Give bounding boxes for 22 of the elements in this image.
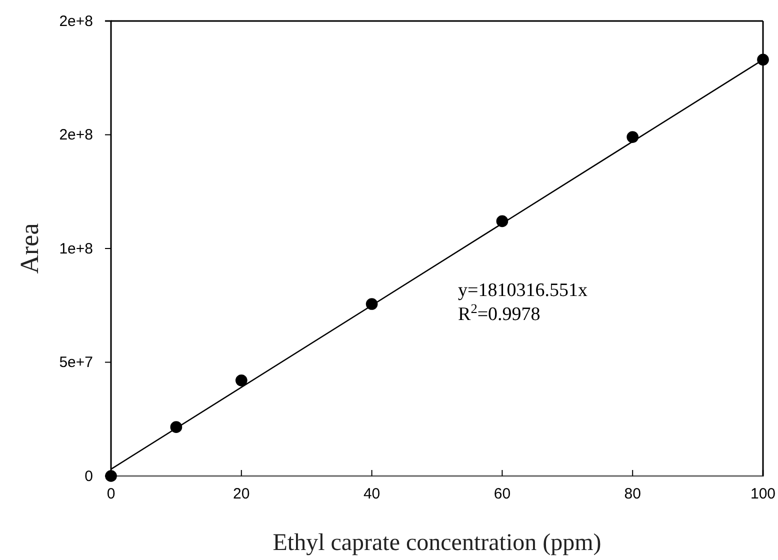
y-tick-label: 1e+8: [59, 240, 93, 258]
point: [170, 421, 182, 433]
point: [235, 374, 248, 386]
y-tick-label: 2e+8: [59, 12, 93, 30]
y-tick-label: 2e+8: [59, 126, 93, 144]
point: [757, 54, 769, 66]
point: [105, 470, 117, 482]
annotation: R$^{2}$=0.9978: [458, 300, 540, 325]
point: [496, 215, 508, 228]
x-tick-label: 40: [363, 486, 380, 503]
x-tick-label: 60: [494, 486, 511, 503]
annotation: y=1810316.551x: [458, 280, 588, 301]
y-tick-label: 0: [84, 468, 93, 485]
x-tick-label: 0: [106, 486, 116, 503]
x-tick-label: 80: [624, 486, 641, 503]
y-axis-title: Area: [15, 222, 44, 274]
point: [366, 298, 378, 310]
point: [626, 131, 639, 143]
x-tick-label: 20: [233, 486, 250, 503]
y-tick-label: 5e+7: [59, 354, 93, 372]
x-tick-label: 100: [750, 486, 776, 503]
x-axis-title: Ethyl caprate concentration (ppm): [272, 530, 602, 556]
